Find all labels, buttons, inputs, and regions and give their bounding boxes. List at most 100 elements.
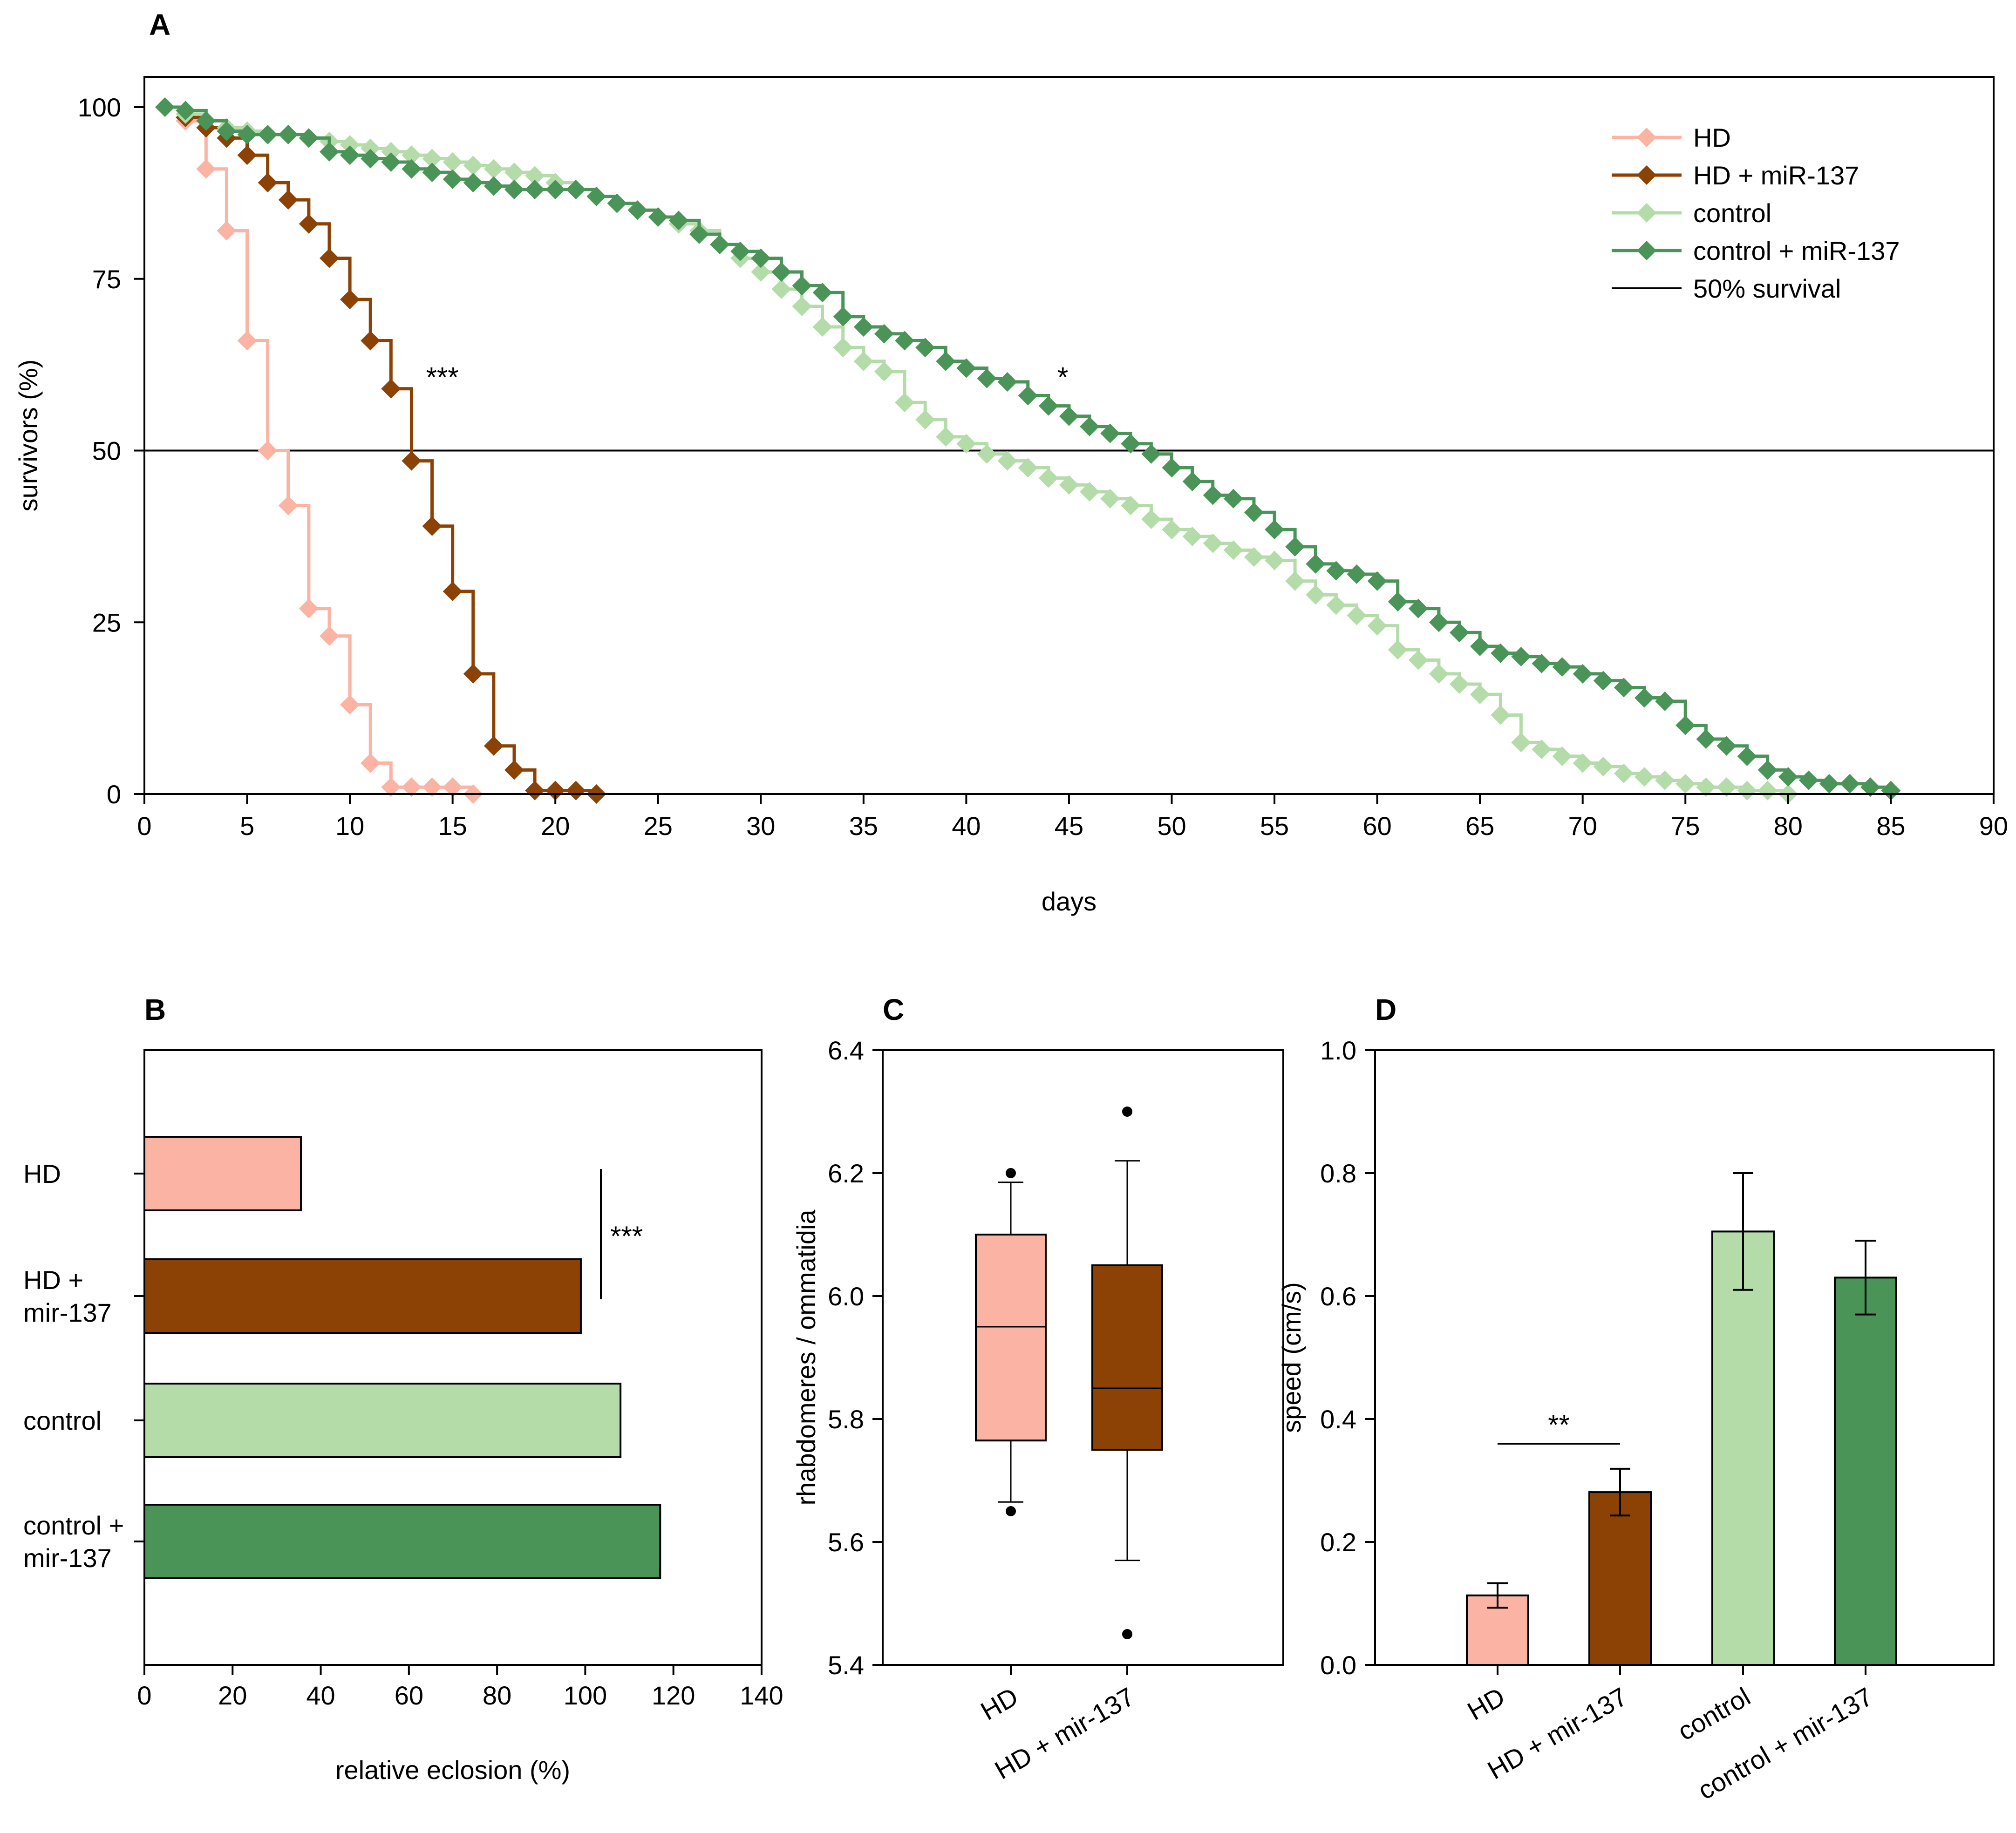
panel-letter-b: B	[144, 993, 166, 1026]
data-point	[1162, 458, 1182, 478]
significance-label: ***	[426, 362, 459, 393]
data-point	[484, 159, 504, 179]
data-point	[1223, 540, 1243, 560]
bar	[1834, 1276, 1897, 1666]
data-point	[402, 777, 422, 797]
x-tick-label: 60	[395, 1681, 423, 1710]
data-point	[525, 180, 545, 199]
bar-group	[1711, 1172, 1775, 1666]
x-tick-label: 30	[746, 811, 775, 841]
x-tick-label: 60	[1362, 811, 1391, 841]
data-point	[710, 235, 730, 254]
panel-b-bars	[143, 1136, 661, 1579]
y-tick-label: 0.6	[1320, 1282, 1356, 1311]
panel-letter-d: D	[1375, 993, 1396, 1026]
data-point	[1675, 774, 1696, 794]
data-point	[1573, 753, 1593, 773]
data-point	[1285, 571, 1305, 591]
data-point	[299, 598, 319, 618]
significance-label: **	[1548, 1409, 1570, 1440]
data-point	[299, 128, 319, 148]
data-point	[361, 149, 381, 169]
y-tick-label: 5.4	[828, 1650, 864, 1680]
panel-d-annotations: **	[1498, 1409, 1620, 1445]
x-tick-label: 85	[1876, 811, 1905, 841]
bar	[1711, 1230, 1775, 1666]
y-tick-label: 75	[92, 265, 121, 294]
data-point	[463, 156, 483, 176]
data-point	[956, 434, 976, 454]
data-point	[1121, 496, 1141, 516]
data-point	[1491, 705, 1511, 725]
x-tick-label: 120	[652, 1681, 695, 1710]
data-point	[340, 135, 360, 155]
data-point	[1244, 502, 1264, 523]
panel-a-annotations: *** *	[426, 362, 1069, 393]
legend-label: 50% survival	[1693, 274, 1841, 303]
x-tick-label: 20	[218, 1681, 247, 1710]
y-tick-label: 50	[92, 436, 121, 466]
data-point	[1326, 561, 1346, 581]
data-point	[1182, 526, 1202, 546]
data-point	[1367, 571, 1387, 591]
outlier-point	[1006, 1506, 1016, 1516]
data-point	[1798, 770, 1818, 790]
panel-c-boxes	[975, 1107, 1163, 1639]
panel-a-ylabel: survivors (%)	[14, 360, 43, 512]
data-point	[176, 101, 196, 121]
data-point	[1121, 434, 1141, 454]
panel-d-ylabel: speed (cm/s)	[1277, 1282, 1306, 1433]
data-point	[504, 163, 524, 183]
data-point	[1429, 612, 1449, 632]
data-point	[381, 379, 401, 399]
data-point	[1203, 533, 1223, 553]
panel-letter-c: C	[883, 993, 904, 1026]
data-point	[936, 351, 956, 371]
x-tick-label: HD	[1462, 1682, 1510, 1726]
data-point	[977, 368, 997, 388]
data-point	[1018, 386, 1038, 406]
data-point	[402, 451, 422, 471]
data-point	[443, 777, 463, 797]
panel-b-frame	[143, 1049, 763, 1666]
x-tick-label: 5	[240, 811, 254, 841]
data-point	[1675, 715, 1696, 735]
data-point	[361, 138, 381, 158]
data-point	[422, 516, 442, 536]
box-iqr	[975, 1234, 1047, 1442]
data-point	[1265, 550, 1285, 570]
data-point	[1573, 664, 1593, 684]
data-point	[771, 279, 791, 299]
data-point	[1819, 774, 1839, 794]
y-tick-label: 0.4	[1320, 1405, 1356, 1434]
box-1	[975, 1168, 1047, 1516]
data-point	[833, 306, 853, 326]
data-point	[1306, 554, 1326, 574]
x-tick-label: 90	[1979, 811, 2008, 841]
data-point	[422, 777, 442, 797]
data-point	[1203, 485, 1223, 505]
legend-item: HD	[1612, 123, 1731, 152]
panel-d-frame	[1374, 1049, 1995, 1666]
data-point	[1757, 781, 1778, 801]
y-tick-label: 0.8	[1320, 1159, 1356, 1188]
data-point	[1532, 740, 1552, 760]
category-label: mir-137	[23, 1298, 112, 1327]
bar	[1588, 1491, 1652, 1666]
data-point	[361, 753, 381, 773]
data-point	[319, 248, 339, 268]
data-point	[648, 207, 668, 227]
data-point	[443, 581, 463, 601]
data-point	[1511, 733, 1531, 753]
data-point	[1532, 653, 1552, 673]
panel-b-xlabel: relative eclosion (%)	[335, 1755, 570, 1785]
data-point	[730, 241, 750, 261]
category-label: mir-137	[23, 1543, 112, 1573]
data-point	[1059, 475, 1079, 495]
data-point	[586, 186, 606, 206]
significance-label: *	[1057, 362, 1068, 393]
data-point	[812, 317, 832, 337]
series-control-mir-137	[155, 97, 1901, 801]
x-tick-label: 35	[849, 811, 878, 841]
